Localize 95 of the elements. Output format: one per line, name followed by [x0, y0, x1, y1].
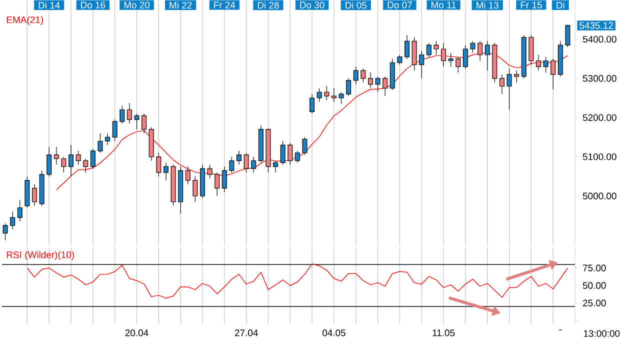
candlestick [346, 78, 352, 96]
x-tick-label: Mi 13 [476, 2, 498, 9]
x-tick-label: 04.05 [322, 330, 346, 336]
candlestick [2, 223, 8, 241]
text: 13:00:00 [584, 330, 620, 337]
series-label: RSI (Wilder)(10) [6, 251, 74, 260]
candlestick [280, 140, 286, 165]
candlestick [294, 150, 300, 163]
candlestick [499, 74, 504, 94]
candlestick [32, 184, 37, 206]
y-tick-label: 5200.00 [582, 114, 616, 121]
x-tick-label: 11.05 [432, 330, 455, 336]
candlestick [338, 92, 344, 104]
candlestick [456, 56, 461, 73]
candlestick [462, 44, 468, 69]
candlestick [434, 40, 439, 56]
y-tick-label: 25.00 [582, 300, 606, 306]
candlestick [222, 166, 227, 192]
x-tick-label: Do 16 [81, 2, 106, 8]
text: 5435.12 [580, 22, 613, 29]
candlestick [46, 146, 52, 177]
candlestick [382, 76, 388, 96]
x-tick-label: Fr 24 [214, 2, 236, 8]
candlestick [112, 119, 118, 142]
y-tick-label: 5400.00 [582, 36, 616, 43]
candlestick [324, 86, 330, 100]
candlestick [192, 176, 198, 202]
candlestick [397, 54, 402, 65]
candlestick [302, 136, 308, 156]
candlestick [10, 211, 16, 230]
candlestick [404, 34, 410, 60]
candlestick [484, 40, 490, 71]
candlestick [419, 50, 424, 79]
candlestick [565, 24, 570, 48]
candlestick [528, 34, 534, 65]
candlestick [448, 52, 454, 67]
candlestick [375, 76, 380, 92]
candlestick [54, 146, 59, 165]
x-tick-label: 27.04 [234, 330, 258, 336]
candlestick [426, 42, 432, 58]
y-tick-label: 75.00 [583, 264, 606, 272]
candlestick [360, 68, 366, 83]
candlestick [61, 156, 66, 173]
candlestick [441, 42, 446, 67]
candlestick [185, 166, 190, 185]
candlestick [331, 88, 336, 102]
candlestick [251, 156, 256, 173]
y-tick-label: 5000.00 [582, 192, 616, 200]
candlestick [368, 72, 373, 88]
x-tick-label: Fr 15 [520, 2, 542, 8]
candlestick [288, 142, 293, 165]
x-tick-label: Di 14 [38, 2, 60, 9]
candlestick [68, 144, 74, 177]
x-tick-label: Mo 20 [124, 2, 150, 8]
candlestick [470, 40, 476, 54]
x-tick-label: Do 07 [388, 2, 412, 8]
candlestick [163, 162, 168, 181]
text: EMA(21) [6, 16, 43, 26]
candlestick [273, 160, 278, 173]
candlestick [105, 132, 110, 146]
x-tick-label: Do 30 [300, 2, 324, 8]
candlestick [353, 66, 358, 85]
candlestick [134, 113, 140, 130]
candlestick [536, 54, 541, 71]
y-tick-label: 5100.00 [582, 153, 616, 160]
candlestick [156, 152, 162, 177]
candlestick [506, 68, 512, 110]
x-tick-label: Di [556, 2, 564, 9]
y-tick-label: 5300.00 [582, 75, 616, 82]
candlestick [236, 150, 242, 165]
candlestick [126, 102, 132, 124]
candlestick [543, 56, 548, 73]
candlestick [310, 94, 315, 114]
candlestick [120, 106, 125, 124]
candlestick [98, 132, 103, 154]
candlestick [207, 164, 212, 179]
candlestick [229, 156, 234, 173]
candlestick [142, 113, 147, 134]
candlestick [550, 58, 556, 90]
y-tick-label: 50.00 [582, 282, 606, 289]
x-tick-label: Di 28 [258, 2, 279, 9]
candlestick [412, 36, 417, 71]
candlestick [76, 150, 81, 165]
candlestick [83, 158, 88, 173]
x-tick-label: Mo 11 [432, 2, 456, 8]
candlestick [244, 152, 249, 173]
x-tick-label: Mi 22 [170, 2, 192, 9]
candlestick [514, 70, 520, 83]
candlestick [214, 172, 220, 196]
candlestick [478, 40, 483, 62]
candlestick [90, 148, 96, 169]
candlestick [316, 88, 322, 102]
candlestick [17, 200, 22, 222]
x-tick-label: 20.04 [125, 330, 148, 336]
x-tick-label: Di 05 [346, 2, 367, 9]
